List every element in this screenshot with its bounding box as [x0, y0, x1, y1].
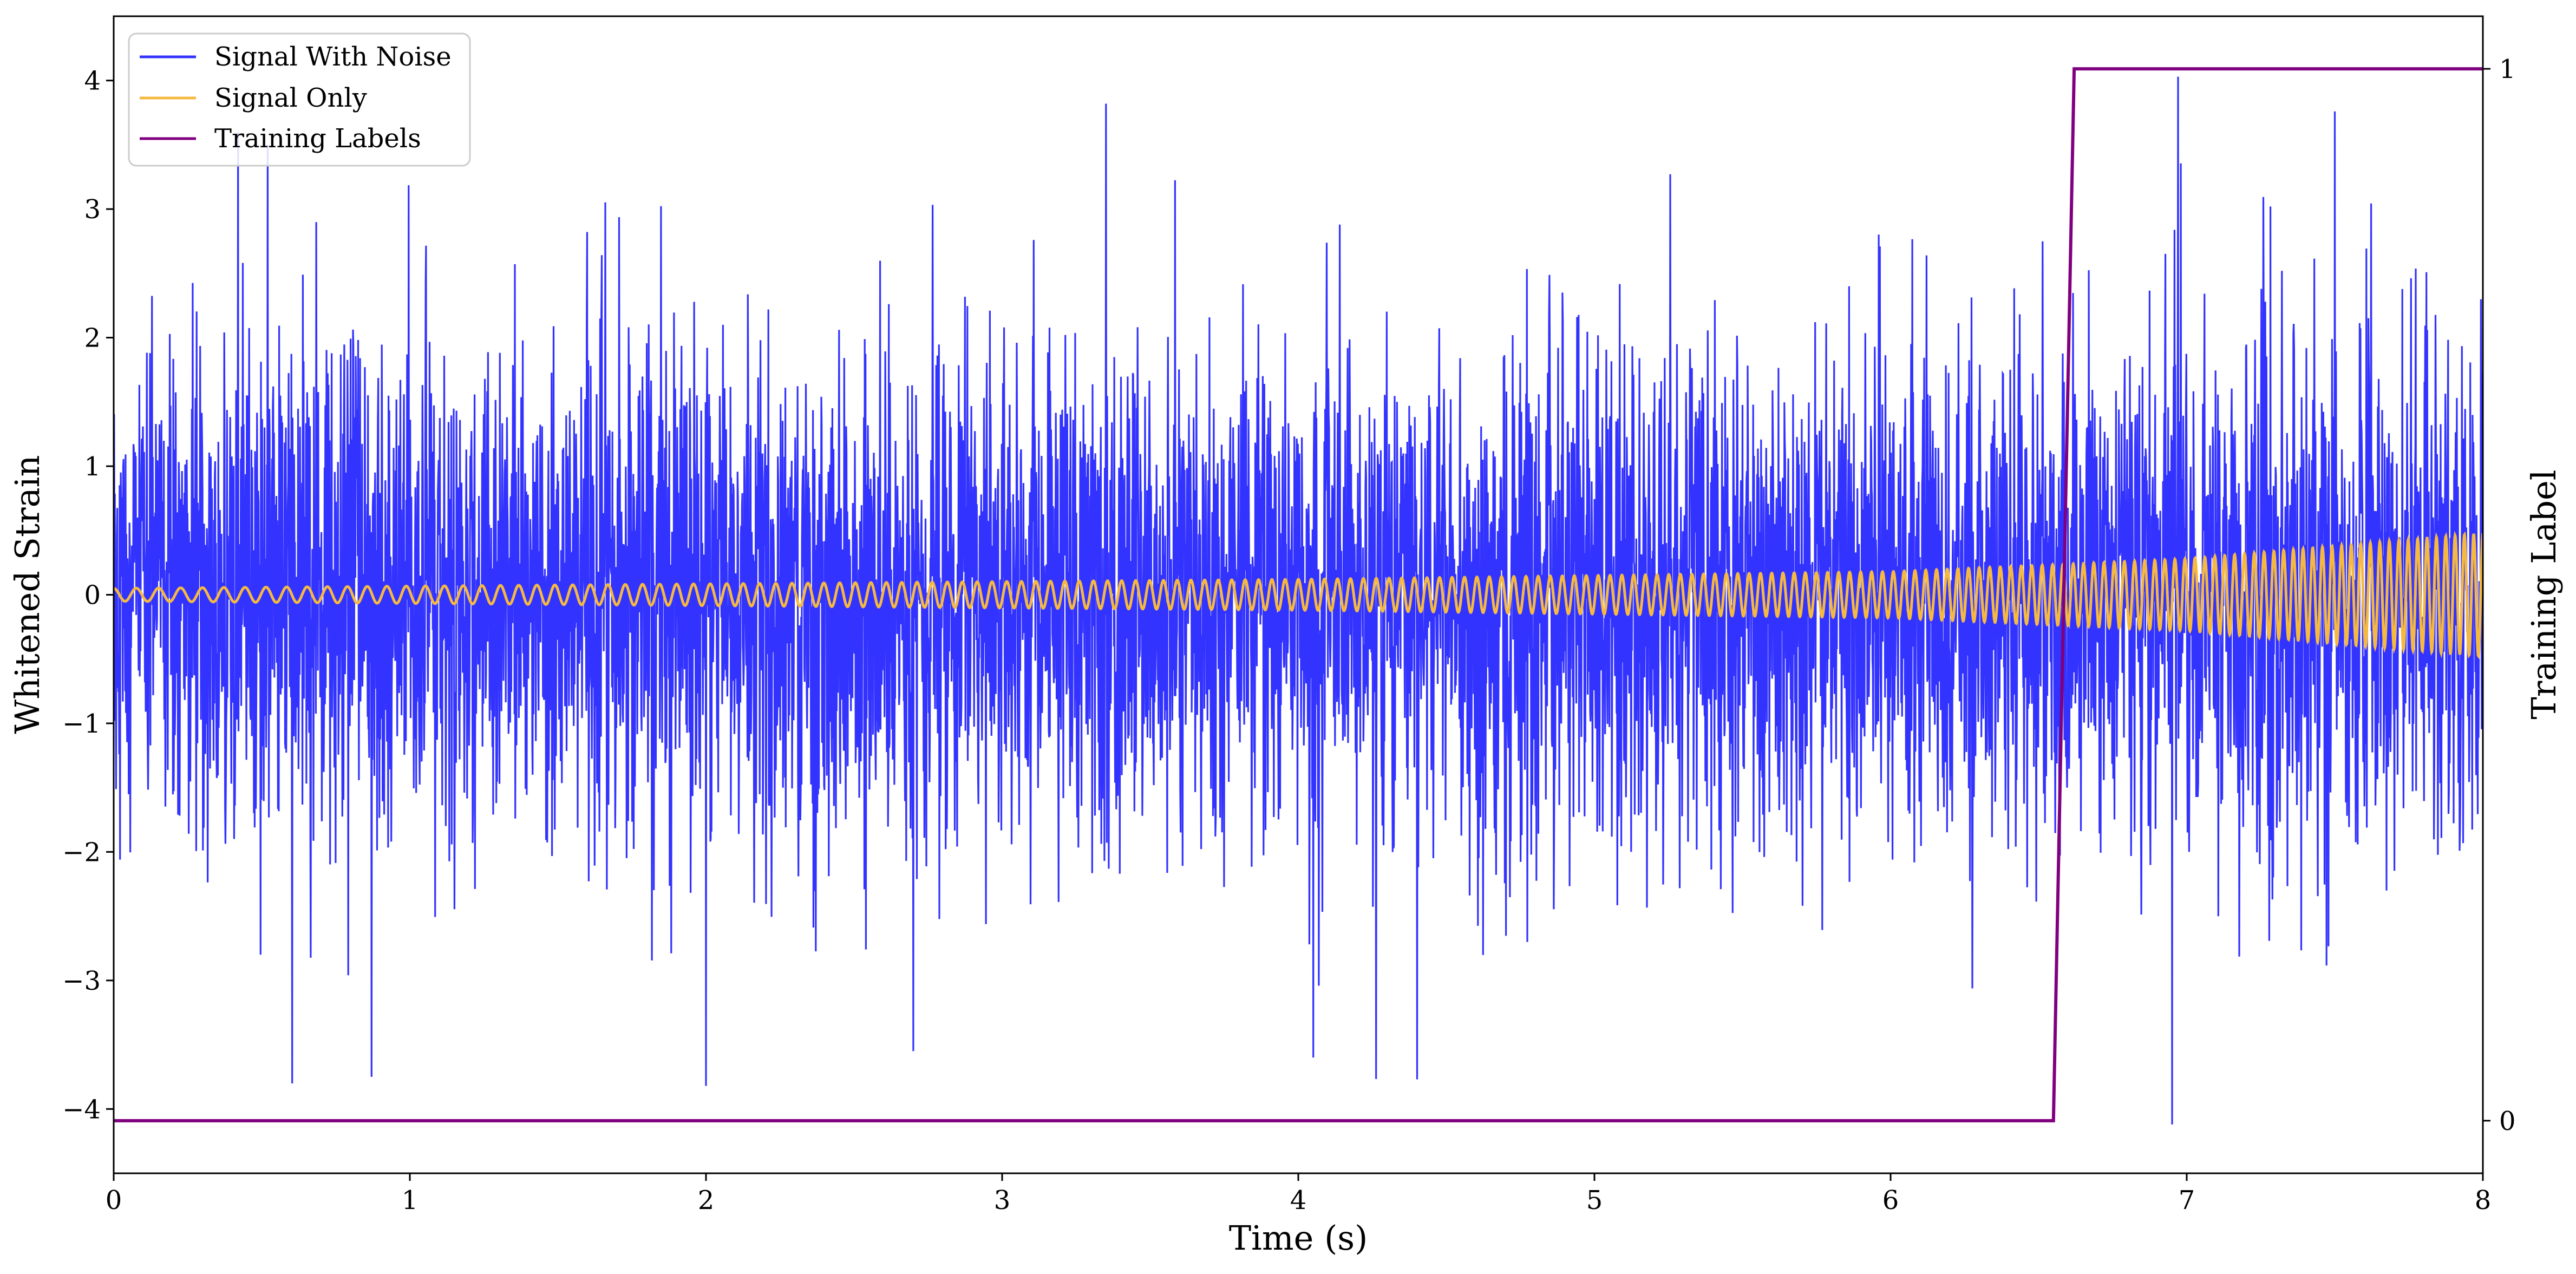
x-tick-label: 7 [2179, 1185, 2195, 1216]
series-signal-only [114, 531, 2483, 659]
x-tick-label: 2 [698, 1185, 715, 1216]
x-tick-label: 6 [1882, 1185, 1899, 1216]
y-tick-label: −1 [62, 709, 101, 739]
legend-label-signal-only: Signal Only [214, 83, 367, 113]
series-signal-with-noise [114, 76, 2483, 1125]
x-tick-label: 1 [402, 1185, 419, 1216]
x-tick-label: 8 [2475, 1185, 2492, 1216]
series-line-signal-with-noise [114, 76, 2483, 1125]
y-tick-label: 2 [84, 323, 101, 354]
legend: Signal With Noise Signal Only Training L… [128, 32, 471, 167]
series-line-training-labels [114, 67, 2483, 1122]
y-right-tick-label: 0 [2499, 1106, 2516, 1136]
y-right-tick-label: 1 [2499, 54, 2516, 84]
legend-box [128, 32, 471, 167]
x-tick-label: 4 [1290, 1185, 1307, 1216]
y-tick-label: 3 [84, 194, 101, 225]
y-axis-right: 01 [2483, 54, 2516, 1136]
x-tick-label: 0 [106, 1185, 122, 1216]
y-tick-label: −4 [62, 1094, 101, 1125]
y-axis-left: −4 −3 −2 −1 0 1 2 3 4 [62, 66, 114, 1125]
legend-label-training-labels: Training Labels [214, 123, 421, 154]
x-axis-title: Time (s) [1229, 1218, 1368, 1258]
y-tick-label: −2 [62, 837, 101, 867]
x-tick-label: 5 [1586, 1185, 1603, 1216]
x-tick-label: 3 [994, 1185, 1011, 1216]
series-line-signal-only [114, 531, 2483, 659]
y-tick-label: −3 [62, 966, 101, 996]
y-tick-label: 1 [84, 452, 101, 482]
x-axis: 0 1 2 3 4 5 6 7 8 [106, 1173, 2492, 1216]
legend-label-signal-with-noise: Signal With Noise [214, 42, 452, 72]
y-tick-label: 4 [84, 66, 101, 96]
y-tick-label: 0 [84, 580, 101, 611]
y-axis-title-right: Training Label [2524, 469, 2564, 719]
series-training-labels [114, 67, 2483, 1122]
y-axis-title-left: Whitened Strain [8, 455, 47, 734]
